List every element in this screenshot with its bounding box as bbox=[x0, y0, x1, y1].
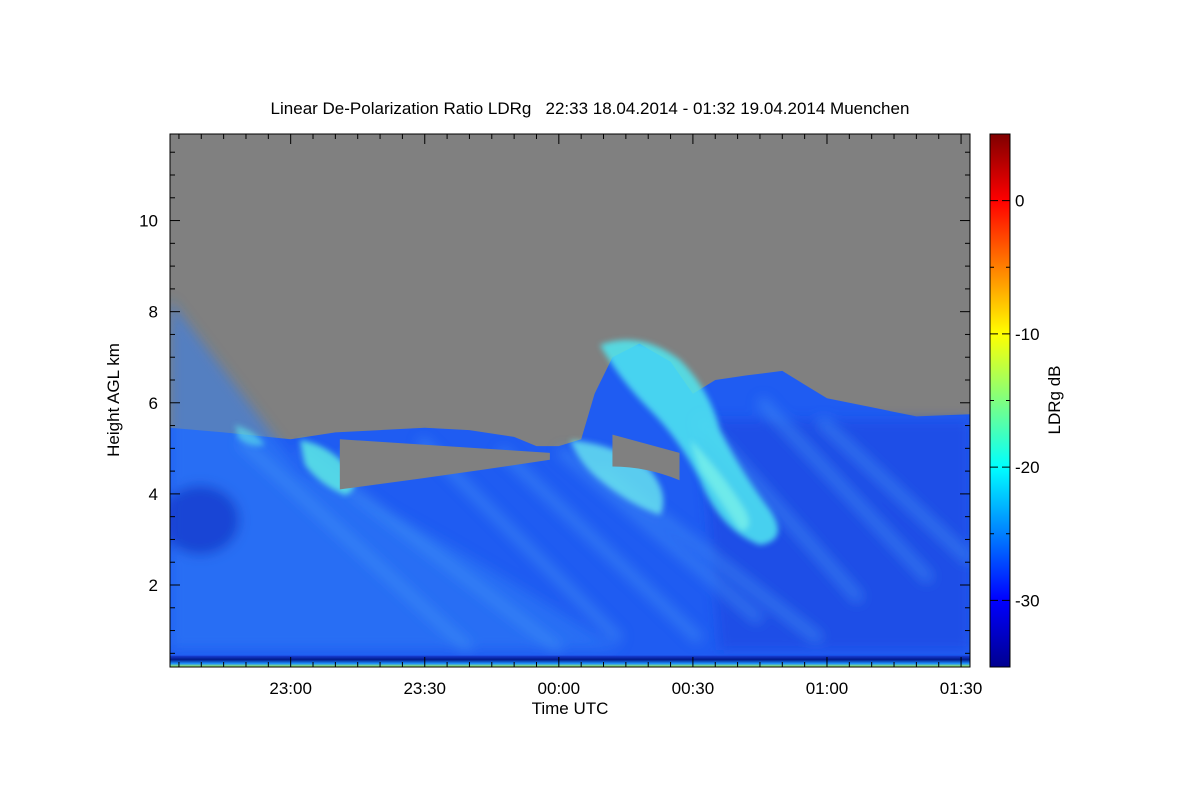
y-tick-label: 6 bbox=[149, 394, 158, 413]
cloud-feature bbox=[690, 440, 749, 530]
x-axis-label: Time UTC bbox=[532, 699, 609, 718]
colorbar: 0 -10 -20 -30 LDRg dB bbox=[989, 133, 1064, 668]
depolarization-field bbox=[170, 300, 970, 667]
colorbar-label: LDRg dB bbox=[1045, 366, 1064, 435]
cloud-feature bbox=[235, 425, 265, 446]
x-tick-label: 01:00 bbox=[806, 679, 849, 698]
fall-streak bbox=[170, 485, 240, 555]
surface-layer bbox=[170, 655, 970, 667]
cloud-feature bbox=[570, 440, 664, 515]
fall-streak bbox=[170, 300, 620, 650]
colorbar-tick-label: -10 bbox=[1015, 325, 1040, 344]
x-tick-label: 01:30 bbox=[940, 679, 983, 698]
y-tick-label: 4 bbox=[149, 485, 158, 504]
x-tick-label: 00:30 bbox=[672, 679, 715, 698]
fall-streak bbox=[496, 446, 704, 644]
plot-area bbox=[170, 134, 970, 667]
colorbar-ticks: 0 -10 -20 -30 bbox=[990, 133, 1040, 668]
x-tick-label: 00:00 bbox=[538, 679, 581, 698]
x-tick-label: 23:30 bbox=[403, 679, 446, 698]
y-axis-label: Height AGL km bbox=[104, 343, 123, 457]
x-tick-label: 23:00 bbox=[269, 679, 312, 698]
fall-streak bbox=[700, 420, 970, 650]
colorbar-tick-label: 0 bbox=[1015, 192, 1024, 211]
chart-title: Linear De-Polarization Ratio LDRg 22:33 … bbox=[271, 99, 910, 118]
axes: 23:00 23:30 00:00 00:30 01:00 01:30 2 4 6 8 10 bbox=[139, 134, 982, 698]
y-tick-label: 8 bbox=[149, 303, 158, 322]
y-tick-label: 2 bbox=[149, 576, 158, 595]
plot-frame bbox=[169, 133, 971, 668]
colorbar-tick-label: -20 bbox=[1015, 458, 1040, 477]
no-signal-gap bbox=[612, 434, 680, 481]
fall-streak bbox=[556, 446, 764, 624]
fall-streak bbox=[816, 416, 970, 564]
colorbar-tick-label: -30 bbox=[1015, 591, 1040, 610]
fall-streak bbox=[236, 436, 474, 654]
fall-streak bbox=[756, 396, 934, 584]
y-tick-label: 10 bbox=[139, 212, 158, 231]
no-signal-gap bbox=[339, 439, 550, 490]
